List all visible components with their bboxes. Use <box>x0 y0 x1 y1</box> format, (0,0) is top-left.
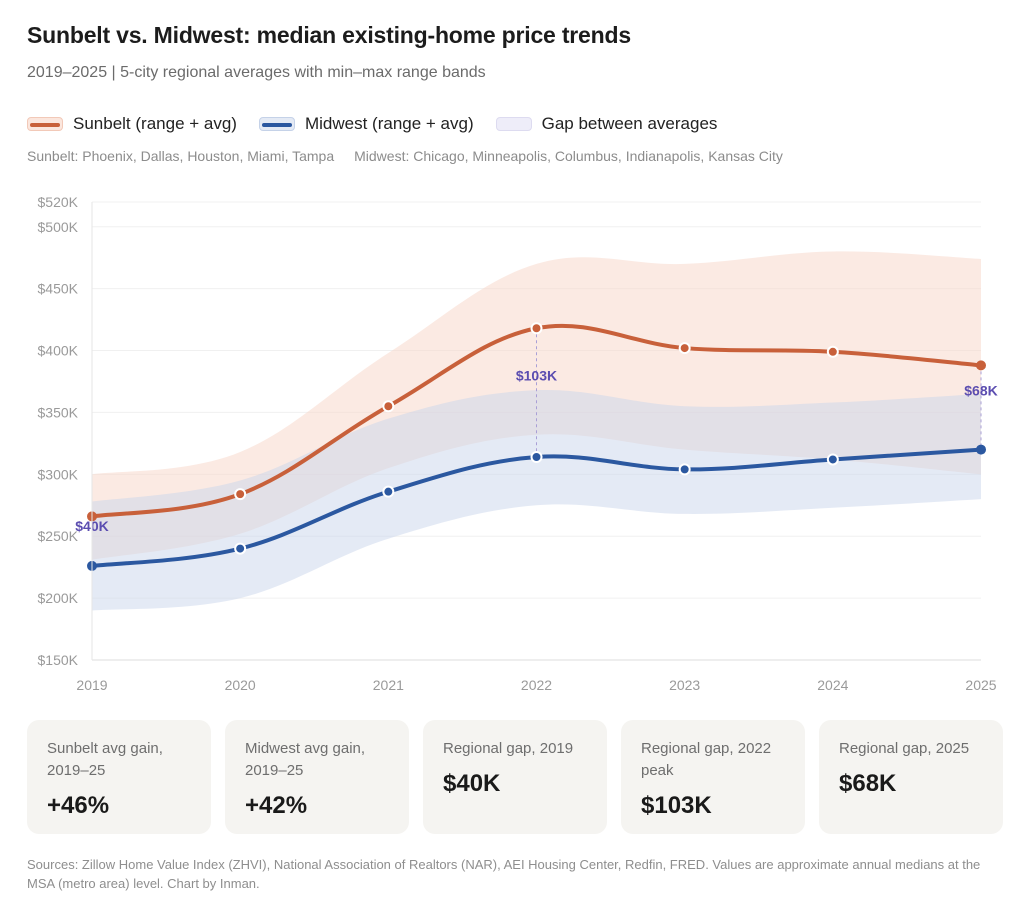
sunbelt-point <box>678 342 691 355</box>
stat-cards: Sunbelt avg gain, 2019–25 +46% Midwest a… <box>27 720 1003 834</box>
midwest-point <box>976 444 986 455</box>
midwest-range-band <box>92 389 981 611</box>
legend-label: Sunbelt (range + avg) <box>73 114 237 133</box>
sunbelt-point <box>976 360 986 371</box>
sunbelt-point <box>382 400 395 413</box>
sunbelt-point <box>826 345 839 358</box>
card-label: Regional gap, 2022 peak <box>641 740 772 779</box>
y-tick-label: $500K <box>38 219 79 235</box>
legend-item-gap[interactable]: Gap between averages <box>495 114 718 134</box>
midwest-point <box>382 485 395 498</box>
y-tick-label: $200K <box>38 590 79 606</box>
sunbelt-swatch-icon <box>27 117 63 131</box>
y-tick-label: $400K <box>38 343 79 359</box>
card-label: Midwest avg gain, 2019–25 <box>245 740 366 779</box>
sunbelt-cities: Sunbelt: Phoenix, Dallas, Houston, Miami… <box>27 148 335 164</box>
gap-swatch-icon <box>495 117 532 131</box>
sunbelt-point <box>530 322 543 335</box>
sunbelt-point <box>234 488 247 501</box>
card-label: Regional gap, 2025 <box>839 740 970 757</box>
gap-label: $68K <box>964 382 997 398</box>
legend-item-midwest[interactable]: Midwest (range + avg) <box>258 114 474 134</box>
midwest-point <box>234 542 247 555</box>
stat-card-gap-2025: Regional gap, 2025 $68K <box>819 720 1003 834</box>
card-value: $40K <box>443 770 501 797</box>
card-label: Sunbelt avg gain, 2019–25 <box>47 740 163 779</box>
chart-title: Sunbelt vs. Midwest: median existing-hom… <box>27 22 631 48</box>
city-list: Sunbelt: Phoenix, Dallas, Houston, Miami… <box>27 148 803 164</box>
x-tick-label: 2025 <box>965 677 996 693</box>
legend-item-sunbelt[interactable]: Sunbelt (range + avg) <box>27 114 237 134</box>
gap-label: $103K <box>516 368 557 384</box>
x-tick-label: 2024 <box>817 677 848 693</box>
x-tick-label: 2022 <box>521 677 552 693</box>
card-value: $103K <box>641 792 712 819</box>
chart-subtitle: 2019–2025 | 5-city regional averages wit… <box>27 64 486 81</box>
midwest-point <box>530 450 543 463</box>
card-value: +42% <box>245 792 308 819</box>
y-tick-label: $250K <box>38 528 79 544</box>
midwest-swatch-icon <box>258 117 295 131</box>
line-chart: $40K$103K$68K $150K$200K$250K$300K$350K$… <box>38 194 998 693</box>
y-tick-label: $450K <box>38 281 79 297</box>
y-tick-label: $350K <box>38 404 79 420</box>
source-note: Sources: Zillow Home Value Index (ZHVI),… <box>27 857 981 891</box>
stat-card-gap-2022: Regional gap, 2022 peak $103K <box>621 720 805 834</box>
y-tick-label: $520K <box>38 194 79 210</box>
legend-label: Gap between averages <box>541 114 718 133</box>
legend: Sunbelt (range + avg) Midwest (range + a… <box>27 114 739 134</box>
x-tick-label: 2021 <box>373 677 404 693</box>
midwest-point <box>826 453 839 466</box>
stat-card-gap-2019: Regional gap, 2019 $40K <box>423 720 607 834</box>
x-tick-label: 2020 <box>225 677 256 693</box>
midwest-cities: Midwest: Chicago, Minneapolis, Columbus,… <box>354 148 783 164</box>
y-tick-label: $300K <box>38 466 79 482</box>
stat-card-sunbelt-gain: Sunbelt avg gain, 2019–25 +46% <box>27 720 211 834</box>
y-tick-label: $150K <box>38 652 79 668</box>
stat-card-midwest-gain: Midwest avg gain, 2019–25 +42% <box>225 720 409 834</box>
legend-label: Midwest (range + avg) <box>304 114 474 133</box>
card-value: $68K <box>839 770 897 797</box>
card-value: +46% <box>47 792 110 819</box>
card-label: Regional gap, 2019 <box>443 740 574 757</box>
x-tick-label: 2019 <box>76 677 107 693</box>
midwest-point <box>678 463 691 476</box>
x-tick-label: 2023 <box>669 677 700 693</box>
